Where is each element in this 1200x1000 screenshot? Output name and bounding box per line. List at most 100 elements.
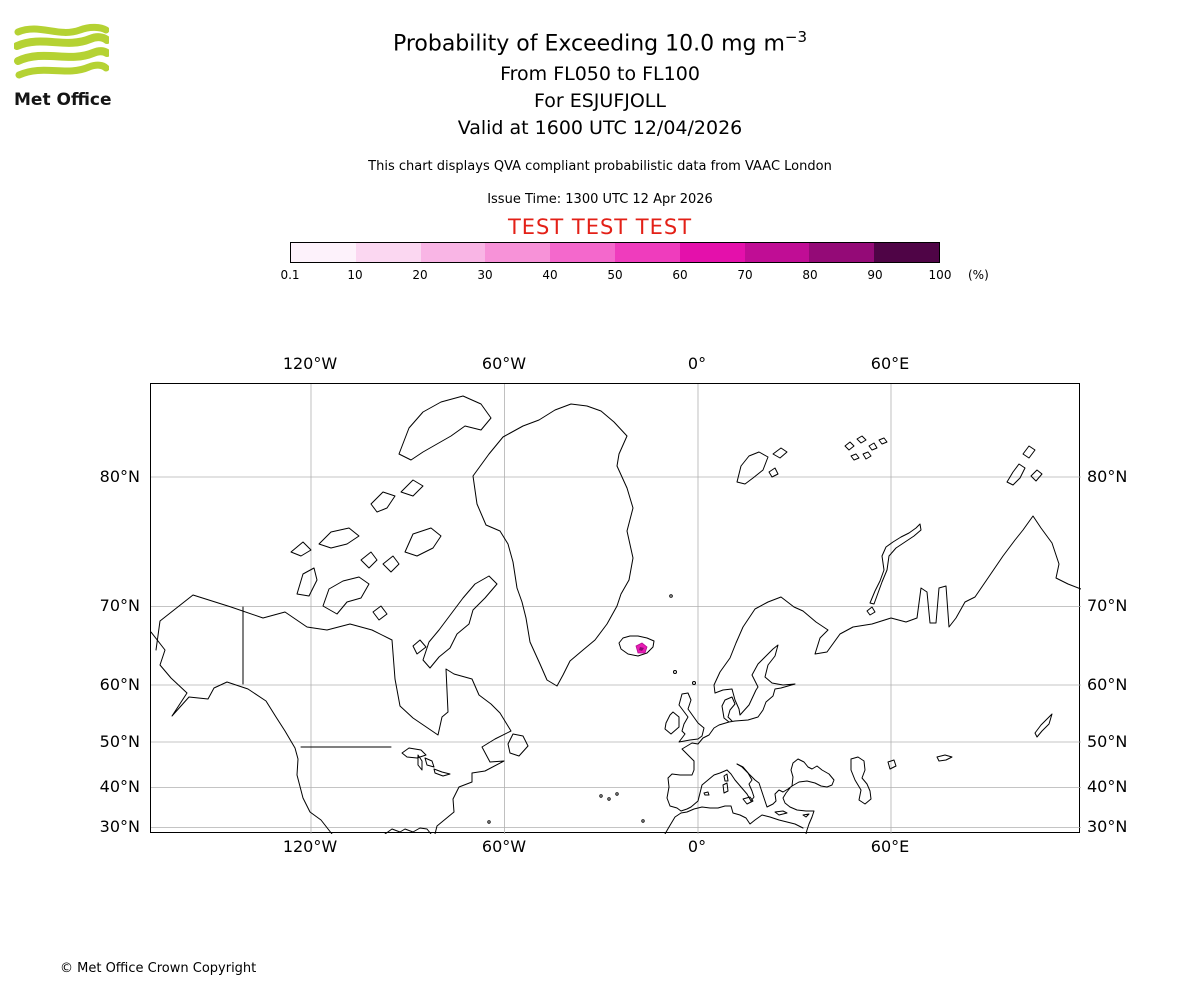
lat-label-right: 50°N [1087,732,1128,751]
colorbar-segment [291,243,356,262]
lat-label-left: 30°N [99,817,140,836]
colorbar-segment [355,243,421,262]
coastline-island [412,639,427,655]
lat-label-left: 70°N [99,596,140,615]
coastline-island [772,447,788,459]
colorbar-tick: 20 [412,268,428,282]
gridlines-group [151,384,1081,834]
colorbar-tick: 30 [477,268,493,282]
coastline-jan-mayen [669,594,673,598]
coastline-crete [774,810,788,816]
lat-label-left: 80°N [99,467,140,486]
coastline-baffin-island [422,575,498,669]
qva-note: This chart displays QVA compliant probab… [368,159,832,174]
coastline-island [372,605,388,621]
map-svg [150,384,1082,835]
colorbar-segment [744,243,810,262]
coastline-north-africa [664,805,804,835]
coastlines-group [150,395,1082,835]
title-text: Probability of Exceeding 10.0 mg m [392,31,785,57]
page-title: Probability of Exceeding 10.0 mg m−3 [0,28,1200,56]
colorbar-tick: 100 [928,268,952,282]
colorbar-segment [874,243,939,262]
coastline-azores [615,792,619,796]
colorbar-tick: 60 [672,268,688,282]
lake [401,747,427,759]
lake-baikal [1034,713,1053,738]
coastline-island [1022,445,1036,459]
met-office-logo: Met Office [13,22,114,110]
coastline-island [844,441,855,451]
coastline-azores [599,794,603,798]
coastline-ellesmere [398,395,492,461]
test-banner: TEST TEST TEST [507,215,693,239]
coastline-gulf-of-mexico [384,827,432,835]
coastline-newfoundland [507,733,529,757]
coastline-island [866,606,876,616]
lat-label-left: 50°N [99,732,140,751]
coastline-north-america-east [155,594,512,835]
colorbar-tick: 40 [542,268,558,282]
coastline-banks-island [296,567,318,597]
coastline-north-america-west [150,631,333,835]
colorbar-tick: 10 [347,268,363,282]
coastline-victoria-island [322,576,370,615]
issue-time-line: Issue Time: 1300 UTC 12 Apr 2026 [487,192,713,207]
coastline-island [404,527,442,557]
coastline-cyprus [802,813,810,818]
coastline-island [360,551,378,569]
colorbar-tick: 50 [607,268,623,282]
coastline-island [370,491,396,513]
colorbar-tick: 70 [737,268,753,282]
coastline-island [856,435,867,444]
lake [424,757,435,768]
lon-label-top: 60°E [870,354,910,373]
coastline-caspian [850,756,872,805]
colorbar-tick: 0.1 [280,268,300,282]
flight-levels-line: From FL050 to FL100 [500,63,700,85]
coastline-iceland [618,635,655,657]
ash-plume-group [635,642,648,654]
coastline-island [878,437,888,445]
coastline-balearics [703,791,710,796]
coastline-norway-russia-arctic [713,515,1082,694]
coastline-island [862,451,872,460]
lat-label-left: 60°N [99,675,140,694]
lake [433,768,451,777]
lon-label-bottom: 0° [687,837,707,856]
lat-label-right: 60°N [1087,675,1128,694]
lake-aral [887,759,897,770]
lon-label-bottom: 60°W [481,837,527,856]
coastline-denmark [721,696,736,723]
lat-label-right: 80°N [1087,467,1128,486]
colorbar-segment [809,243,875,262]
colorbar-tick: 90 [867,268,883,282]
coastline-balkans [736,763,793,808]
met-office-wordmark: Met Office [14,90,112,110]
coastline-sicily [742,796,754,805]
lon-label-top: 120°W [282,354,338,373]
met-office-logo-icon [13,23,111,79]
coastline-turkey-levant [782,787,815,835]
valid-time-line: Valid at 1600 UTC 12/04/2026 [457,117,743,139]
coastline-corsica [723,773,729,782]
map-area [150,383,1082,835]
coastline-ireland [664,711,680,735]
lake-balkhash [936,754,953,762]
colorbar-segment [614,243,680,262]
lake [417,754,423,771]
coastline-shetland [692,681,696,685]
lat-label-right: 70°N [1087,596,1128,615]
coastline-sardinia [722,782,729,794]
lon-label-top: 60°W [481,354,527,373]
coastline-island [1030,469,1043,482]
lon-label-bottom: 60°E [870,837,910,856]
colorbar-segment [550,243,615,262]
coastline-svalbard [736,451,769,485]
lat-label-left: 40°N [99,777,140,796]
coastline-island [382,555,400,573]
coastline-black-sea [790,758,835,788]
coastline-island [1006,463,1026,486]
title-exponent: −3 [784,28,808,46]
